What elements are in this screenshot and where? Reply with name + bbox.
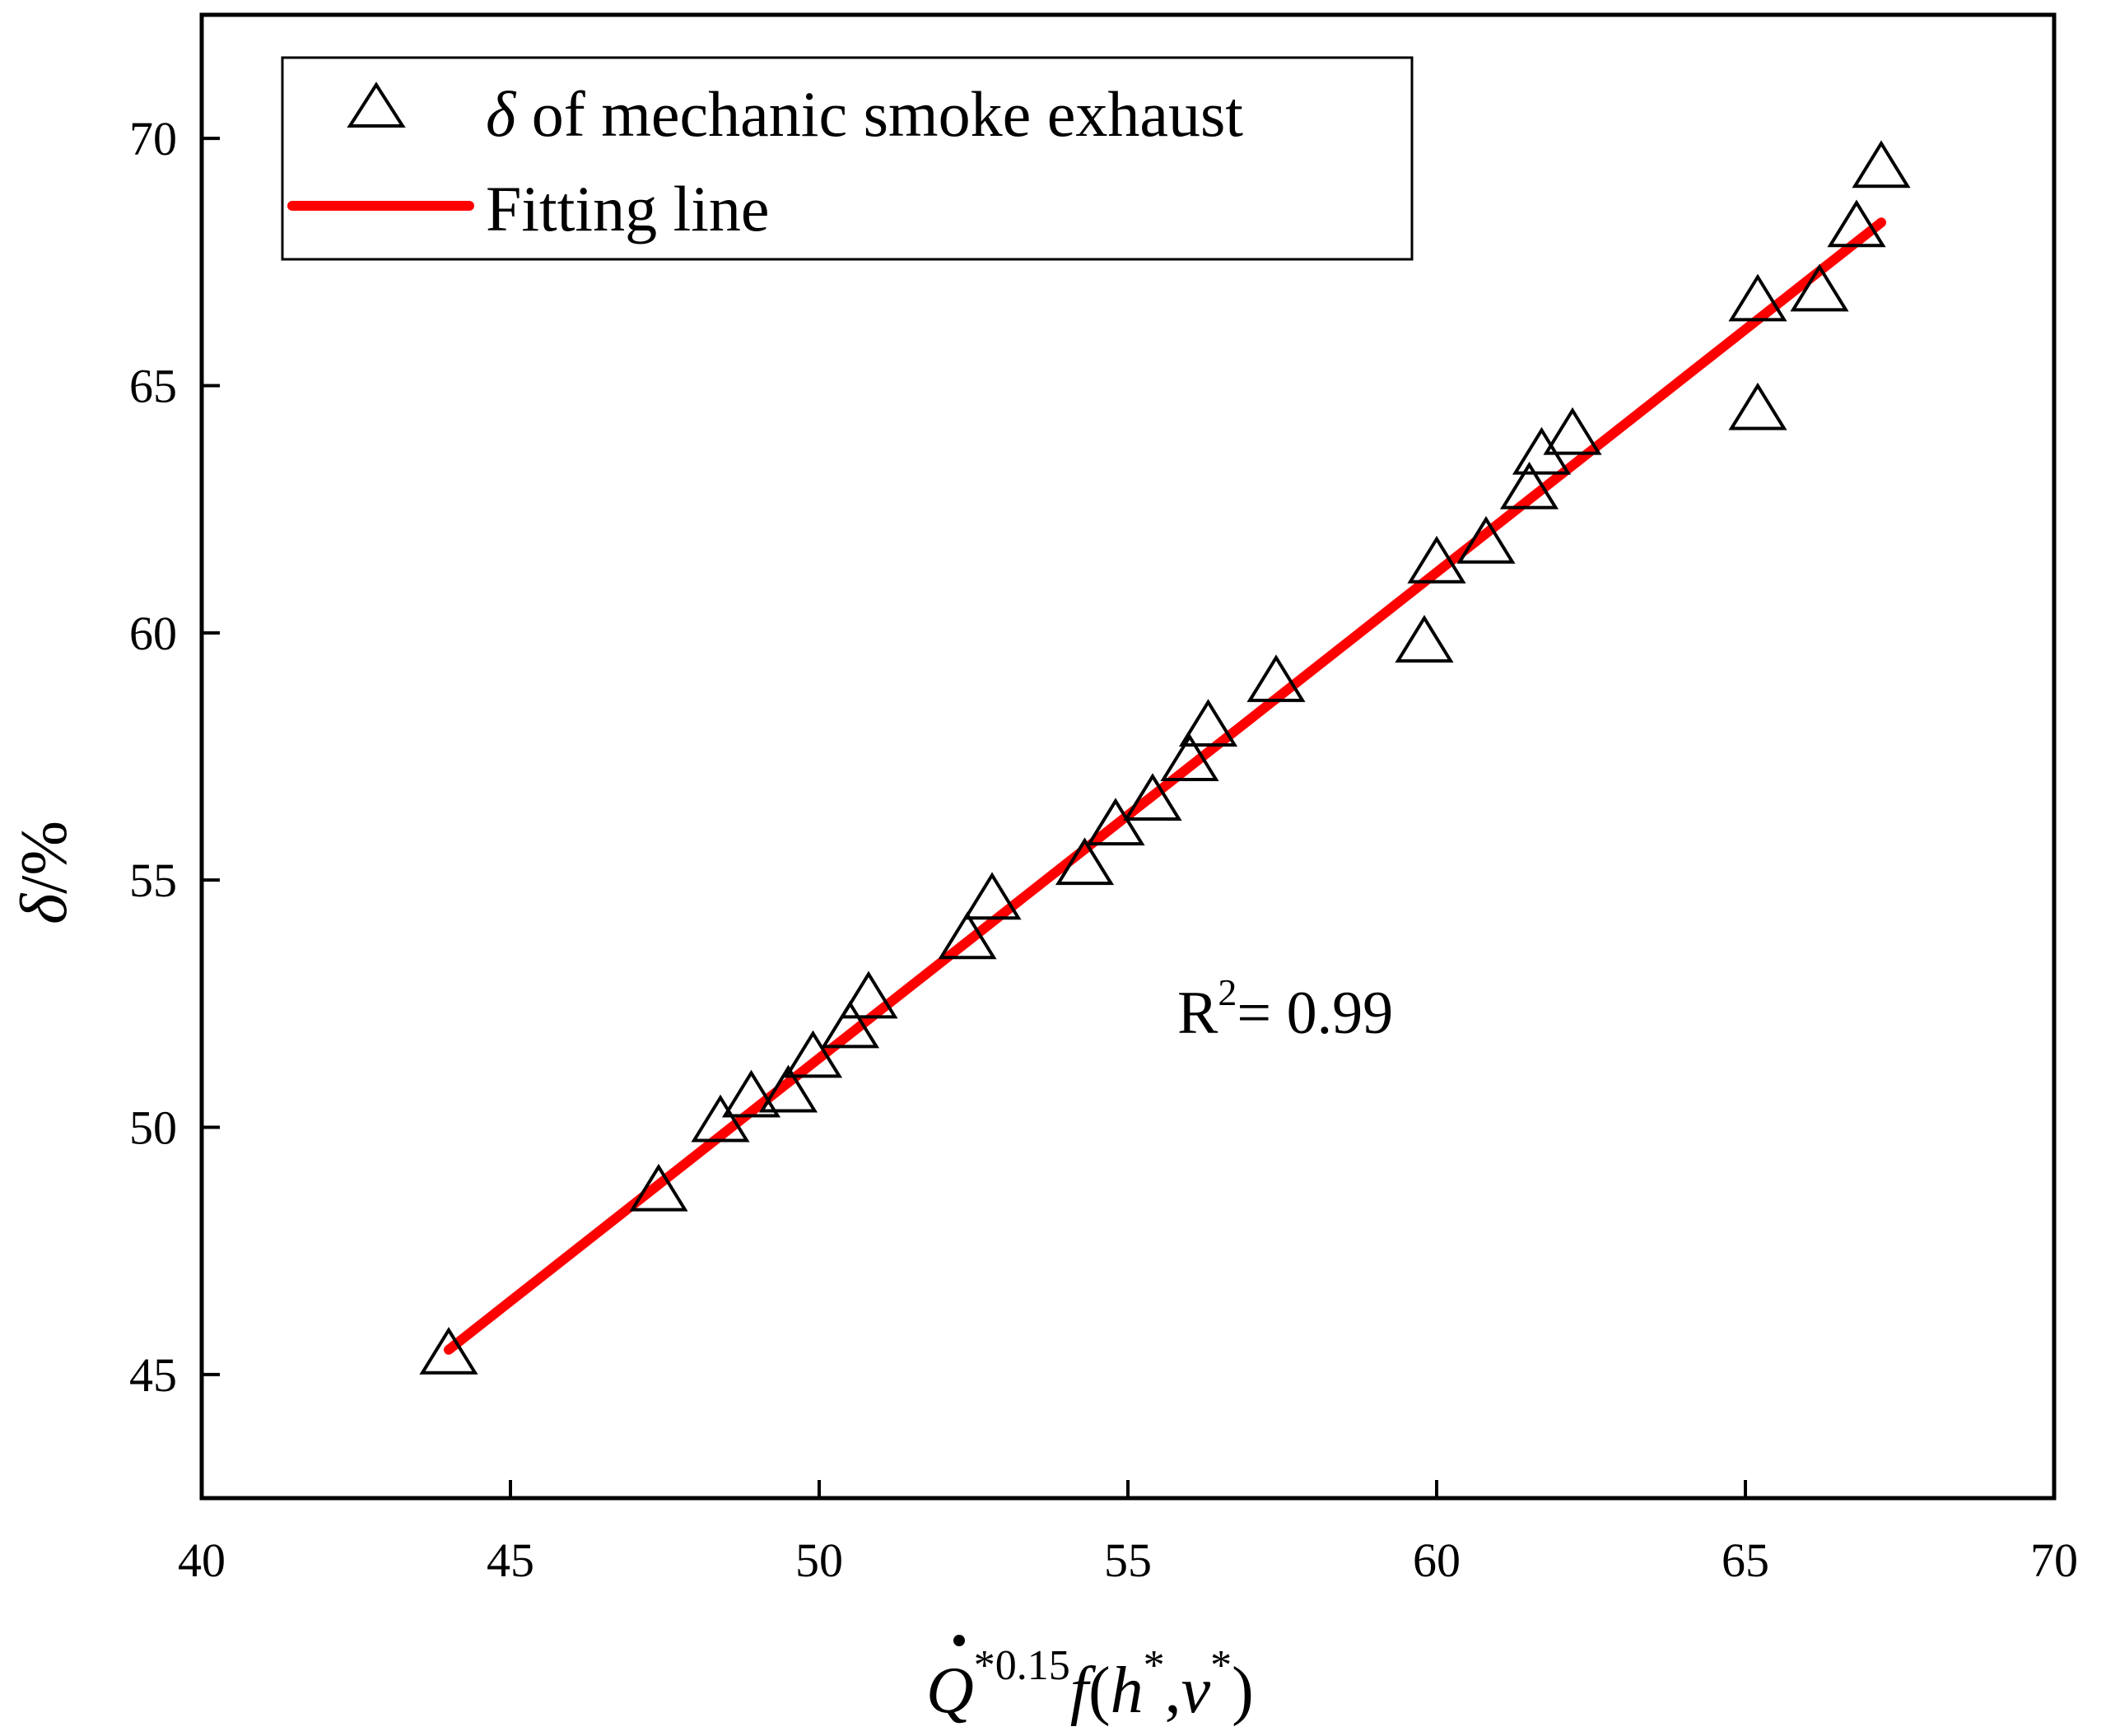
legend-fit-label: Fitting line <box>486 173 770 244</box>
legend: δ of mechanic smoke exhaust Fitting line <box>281 56 1414 261</box>
fitting-line <box>444 217 1886 1355</box>
y-axis-title: δ/% <box>8 821 81 924</box>
data-point-triangle <box>691 1094 750 1143</box>
data-point-triangle <box>721 1069 781 1118</box>
data-point-triangle <box>820 1000 880 1049</box>
x-axis-title: Q*0.15f(h*,v*) <box>926 1635 1254 1727</box>
data-point-triangle <box>1407 535 1466 584</box>
q-dot-accent <box>953 1635 965 1646</box>
data-point-triangle <box>1086 798 1145 846</box>
x-title-open: ( <box>1088 1655 1111 1727</box>
legend-box <box>281 56 1414 261</box>
x-title-h: h <box>1111 1655 1144 1727</box>
x-tick-label: 55 <box>1104 1534 1152 1587</box>
data-point-triangle <box>419 1326 478 1375</box>
data-point-triangle <box>938 911 997 960</box>
r-squared-r: R <box>1177 980 1218 1047</box>
y-axis-ticks: 45 50 55 60 65 70 <box>129 112 220 1402</box>
data-point-triangle <box>1456 515 1516 564</box>
y-title-unit: /% <box>8 821 81 894</box>
data-point-triangle <box>1055 837 1115 886</box>
data-point-triangle <box>1790 263 1849 312</box>
data-point-triangle <box>1852 140 1911 188</box>
y-tick-label: 50 <box>129 1101 177 1155</box>
data-point-triangle <box>1543 407 1602 455</box>
data-point-triangle <box>1728 382 1787 431</box>
x-tick-label: 65 <box>1722 1534 1769 1587</box>
data-point-triangle <box>758 1064 818 1113</box>
data-point-triangle <box>1395 615 1454 663</box>
x-tick-label: 70 <box>2030 1534 2078 1587</box>
y-tick-label: 70 <box>129 112 177 165</box>
svg-text:Q*0.15f(h*,v*): Q*0.15f(h*,v*) <box>926 1642 1254 1727</box>
r-squared-sup: 2 <box>1218 971 1237 1013</box>
data-point-triangle <box>962 872 1022 920</box>
data-point-triangle <box>1827 199 1886 248</box>
x-tick-label: 45 <box>487 1534 534 1587</box>
y-tick-label: 45 <box>129 1348 177 1402</box>
data-point-triangle <box>1123 773 1182 821</box>
r-squared-value: = 0.99 <box>1237 980 1393 1047</box>
data-point-triangle <box>1246 654 1306 702</box>
x-tick-label: 40 <box>178 1534 226 1587</box>
x-title-v: v <box>1181 1655 1211 1727</box>
x-tick-label: 60 <box>1413 1534 1461 1587</box>
data-point-triangle <box>839 970 898 1019</box>
legend-delta-symbol: δ <box>486 78 517 150</box>
data-point-triangle <box>1499 461 1559 510</box>
x-title-h-sup: * <box>1144 1642 1165 1689</box>
y-tick-label: 60 <box>129 607 177 660</box>
x-title-q: Q <box>926 1655 974 1727</box>
y-title-delta: δ <box>8 892 81 924</box>
x-title-close: ) <box>1232 1655 1254 1727</box>
data-point-triangle <box>1728 273 1787 322</box>
r-squared-annotation: R2= 0.99 <box>1177 971 1393 1047</box>
data-point-triangle <box>1178 699 1238 747</box>
legend-triangle-marker <box>347 81 406 128</box>
data-point-triangle <box>1160 733 1219 782</box>
y-tick-label: 55 <box>129 854 177 907</box>
x-axis-ticks: 40 45 50 55 60 65 70 <box>178 1480 2078 1587</box>
x-title-comma: , <box>1165 1655 1181 1727</box>
x-tick-label: 50 <box>795 1534 843 1587</box>
data-point-triangle <box>629 1163 688 1212</box>
x-title-q-sup: *0.15 <box>974 1642 1070 1689</box>
data-points <box>419 140 1911 1375</box>
y-tick-label: 65 <box>129 360 177 413</box>
legend-marker-label: δ of mechanic smoke exhaust <box>486 78 1243 150</box>
legend-marker-text: of mechanic smoke exhaust <box>515 78 1243 150</box>
x-title-v-sup: * <box>1210 1642 1232 1689</box>
data-point-triangle <box>783 1030 843 1078</box>
